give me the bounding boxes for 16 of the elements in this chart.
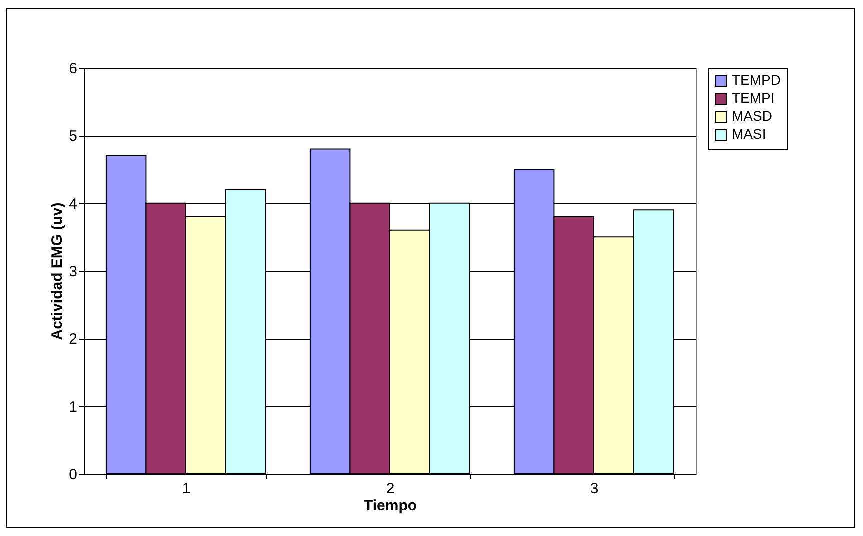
x-axis-title: Tiempo bbox=[364, 498, 418, 514]
legend-label: TEMPI bbox=[732, 90, 775, 106]
y-tick-label: 6 bbox=[69, 60, 78, 78]
y-tick-label: 1 bbox=[69, 398, 78, 416]
legend-label: TEMPD bbox=[732, 72, 781, 88]
x-tick-label: 1 bbox=[182, 480, 191, 498]
y-tick-label: 5 bbox=[69, 128, 78, 146]
y-tick-label: 2 bbox=[69, 331, 78, 348]
y-tick-label: 4 bbox=[69, 196, 78, 213]
x-tick-label: 3 bbox=[590, 480, 599, 498]
y-tick-label: 0 bbox=[69, 466, 78, 484]
x-tick-label: 2 bbox=[386, 480, 395, 498]
y-axis-title: Actividad EMG (uv) bbox=[49, 202, 66, 340]
legend-label: MASI bbox=[732, 126, 766, 142]
legend-label: MASD bbox=[732, 108, 772, 124]
y-tick-label: 3 bbox=[69, 264, 78, 280]
